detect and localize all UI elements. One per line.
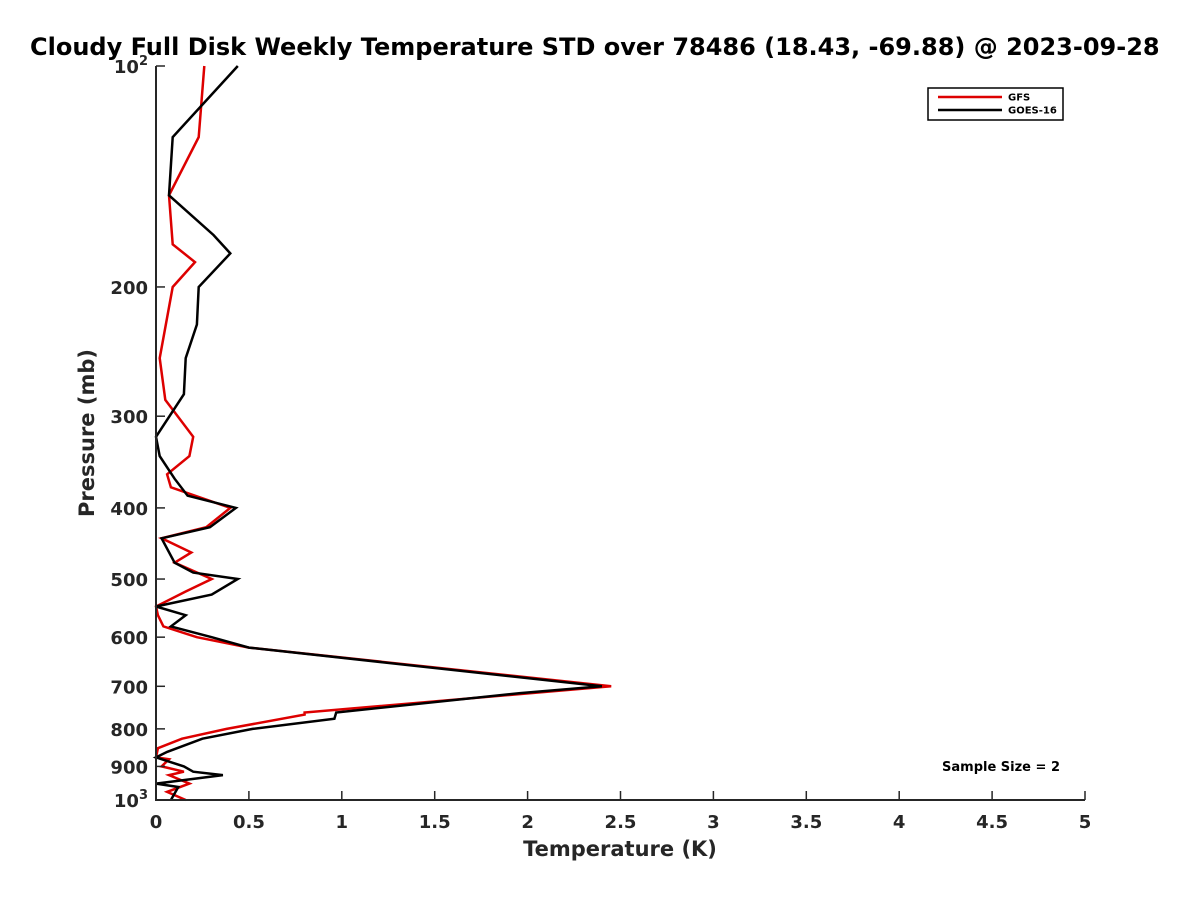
plot-area (152, 65, 612, 802)
x-tick-label: 1 (336, 812, 349, 833)
y-tick-label: 400 (110, 499, 148, 520)
y-tick-label: 900 (110, 757, 148, 778)
axes (155, 66, 1085, 801)
x-tick-label: 0 (150, 812, 163, 833)
series-line-gfs (154, 65, 612, 802)
y-axis-label: Pressure (mb) (75, 349, 99, 517)
tick-marks: 0 0.5 1 1.5 2 2.5 3 3.5 4 4.5 5 102 200 300 400 500 600 7… (110, 54, 1091, 833)
y-tick-label: 102 (114, 54, 148, 78)
x-tick-label: 3.5 (790, 812, 822, 833)
x-tick-label: 2.5 (605, 812, 637, 833)
y-tick-label: 800 (110, 720, 148, 741)
y-tick-label: 300 (110, 407, 148, 428)
legend-box (927, 87, 1064, 121)
legend-entry: GOES-16 (1008, 106, 1057, 117)
y-tick-label: 700 (110, 677, 148, 698)
y-tick-label: 500 (110, 570, 148, 591)
x-tick-label: 0.5 (233, 812, 265, 833)
x-tick-label: 5 (1079, 812, 1092, 833)
x-tick-label: 1.5 (419, 812, 451, 833)
series-line-goes-16 (152, 65, 603, 801)
y-tick-label: 200 (110, 278, 148, 299)
x-tick-label: 4.5 (976, 812, 1008, 833)
y-tick-label: 600 (110, 628, 148, 649)
chart-title: Cloudy Full Disk Weekly Temperature STD … (30, 33, 1160, 61)
legend-entry: GFS (1008, 93, 1030, 104)
x-axis-label: Temperature (K) (523, 837, 717, 861)
sample-size-annotation: Sample Size = 2 (942, 760, 1060, 775)
x-tick-label: 4 (893, 812, 906, 833)
x-tick-label: 3 (707, 812, 720, 833)
x-tick-label: 2 (521, 812, 534, 833)
legend: GFS GOES-16 (927, 87, 1064, 121)
y-tick-label: 103 (114, 788, 148, 812)
